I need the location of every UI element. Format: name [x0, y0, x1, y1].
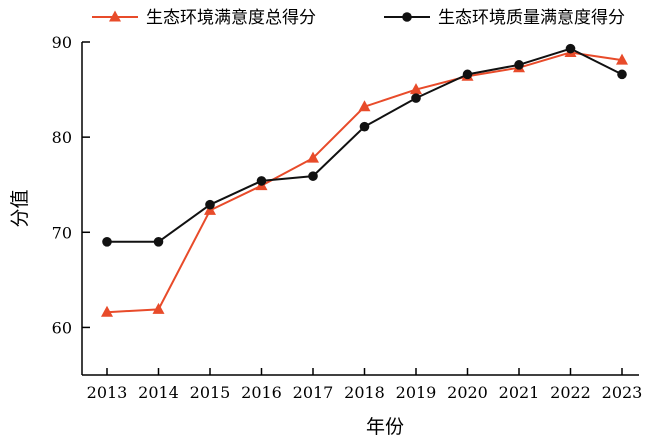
y-tick-label: 90	[52, 33, 72, 52]
series-1-point	[358, 100, 371, 112]
legend-label: 生态环境满意度总得分	[146, 8, 316, 28]
y-tick-label: 80	[52, 128, 72, 147]
legend-swatch-marker	[402, 12, 412, 22]
x-tick-label: 2021	[499, 383, 540, 402]
series-2-point	[462, 69, 473, 80]
legend: 生态环境满意度总得分 生态环境质量满意度得分	[92, 8, 625, 28]
axes: 60 70 80 90 2013 2014 2015 2016 2017 2018 2019 2020…	[52, 33, 643, 402]
series-1	[101, 45, 628, 317]
legend-item-1: 生态环境满意度总得分	[92, 8, 316, 28]
series-2-point	[359, 121, 370, 132]
series-2-point	[308, 171, 318, 181]
y-tick-label: 70	[52, 223, 72, 242]
series-1-point	[307, 151, 319, 163]
series-2-point	[153, 237, 164, 247]
x-tick-label: 2023	[602, 383, 643, 402]
series-2-point	[205, 199, 215, 210]
y-tick-label: 60	[52, 318, 72, 337]
x-tick-label: 2016	[241, 383, 282, 402]
series-2-point	[617, 69, 627, 80]
series-1-point	[410, 83, 422, 95]
legend-item-2: 生态环境质量满意度得分	[384, 8, 625, 28]
x-tick-label: 2013	[87, 383, 128, 402]
series-1-point	[152, 302, 165, 314]
series-1-point	[101, 305, 113, 317]
x-axis-title: 年份	[366, 416, 404, 438]
x-tick-label: 2020	[447, 383, 488, 402]
series-2-point	[565, 43, 576, 54]
x-tick-label: 2019	[396, 383, 437, 402]
series-1-line	[106, 51, 623, 314]
series-2-line	[107, 47, 623, 243]
series-2-point	[514, 60, 524, 70]
x-tick-label: 2018	[344, 383, 385, 402]
legend-label: 生态环境质量满意度得分	[438, 8, 625, 28]
x-tick-label: 2017	[293, 383, 334, 402]
x-tick-label: 2022	[550, 383, 591, 402]
series-2	[102, 43, 627, 247]
series-2-point	[102, 237, 112, 247]
legend-swatch-marker	[109, 10, 121, 22]
y-axis-title: 分值	[9, 189, 31, 227]
series-2-point	[411, 93, 421, 103]
x-tick-label: 2015	[190, 383, 231, 402]
x-tick-label: 2014	[138, 383, 179, 402]
series-2-point	[256, 176, 267, 186]
series-1-point	[616, 53, 628, 65]
series-layer	[101, 43, 628, 317]
